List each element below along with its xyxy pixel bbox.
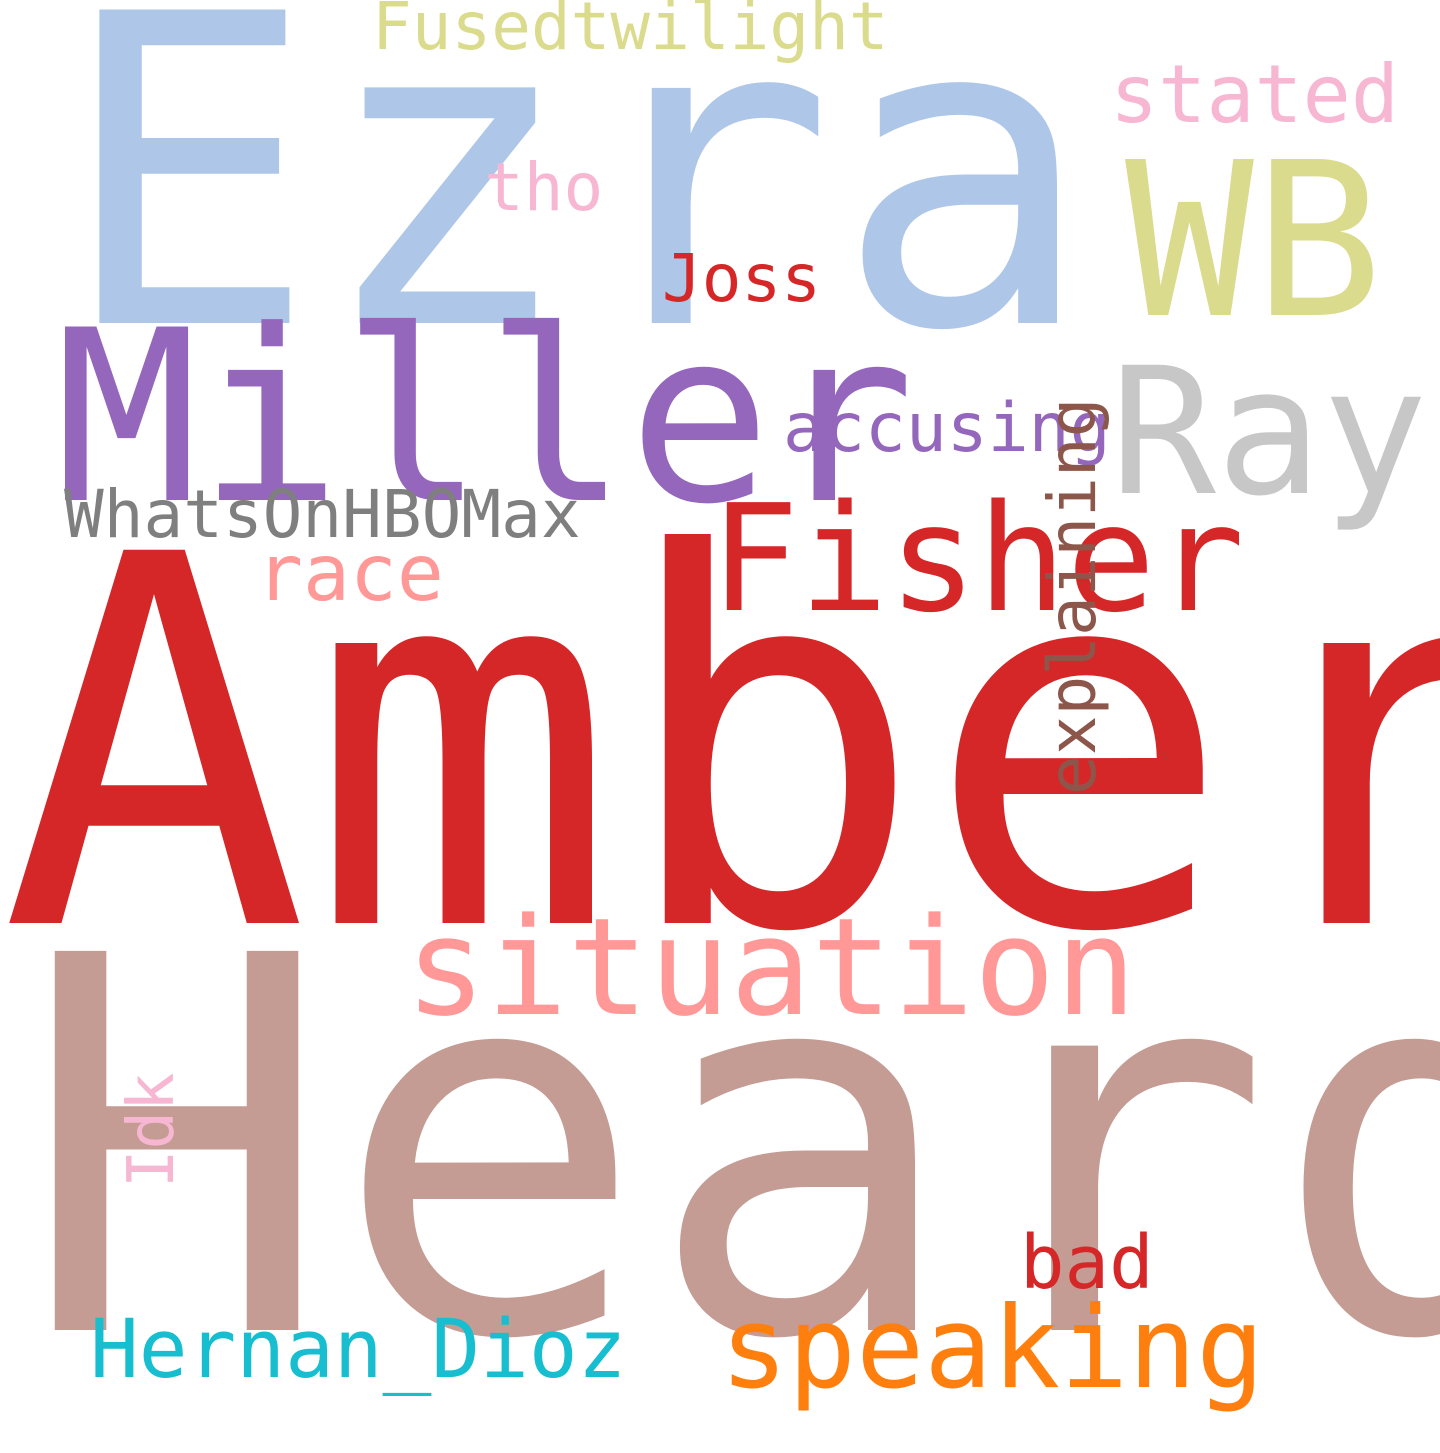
word-whatsonhbomax: WhatsOnHBOMax [64, 476, 581, 553]
word-explaining: explaining [1034, 397, 1111, 795]
word-accusing: accusing [783, 389, 1111, 468]
word-fusedtwilight: Fusedtwilight [372, 0, 889, 65]
word-bad: bad [1020, 1220, 1154, 1306]
word-wb: WB [1125, 117, 1383, 366]
word-ezra: Ezra [58, 0, 1094, 425]
word-idk: Idk [115, 1072, 189, 1188]
word-miller: Miller [55, 280, 915, 557]
word-ray: Ray [1110, 330, 1428, 535]
word-joss: Joss [662, 240, 821, 317]
word-tho: tho [484, 149, 604, 226]
word-fisher: Fisher [710, 473, 1245, 645]
word-situation: situation [405, 889, 1137, 1046]
word-speaking: speaking [720, 1282, 1265, 1414]
word-heard: Heard [20, 847, 1440, 1453]
word-hernan-dioz: Hernan_Dioz [90, 1303, 627, 1397]
word-stated: stated [1110, 48, 1399, 141]
word-amber: Amber [0, 448, 1440, 1044]
word-race: race [256, 529, 444, 619]
